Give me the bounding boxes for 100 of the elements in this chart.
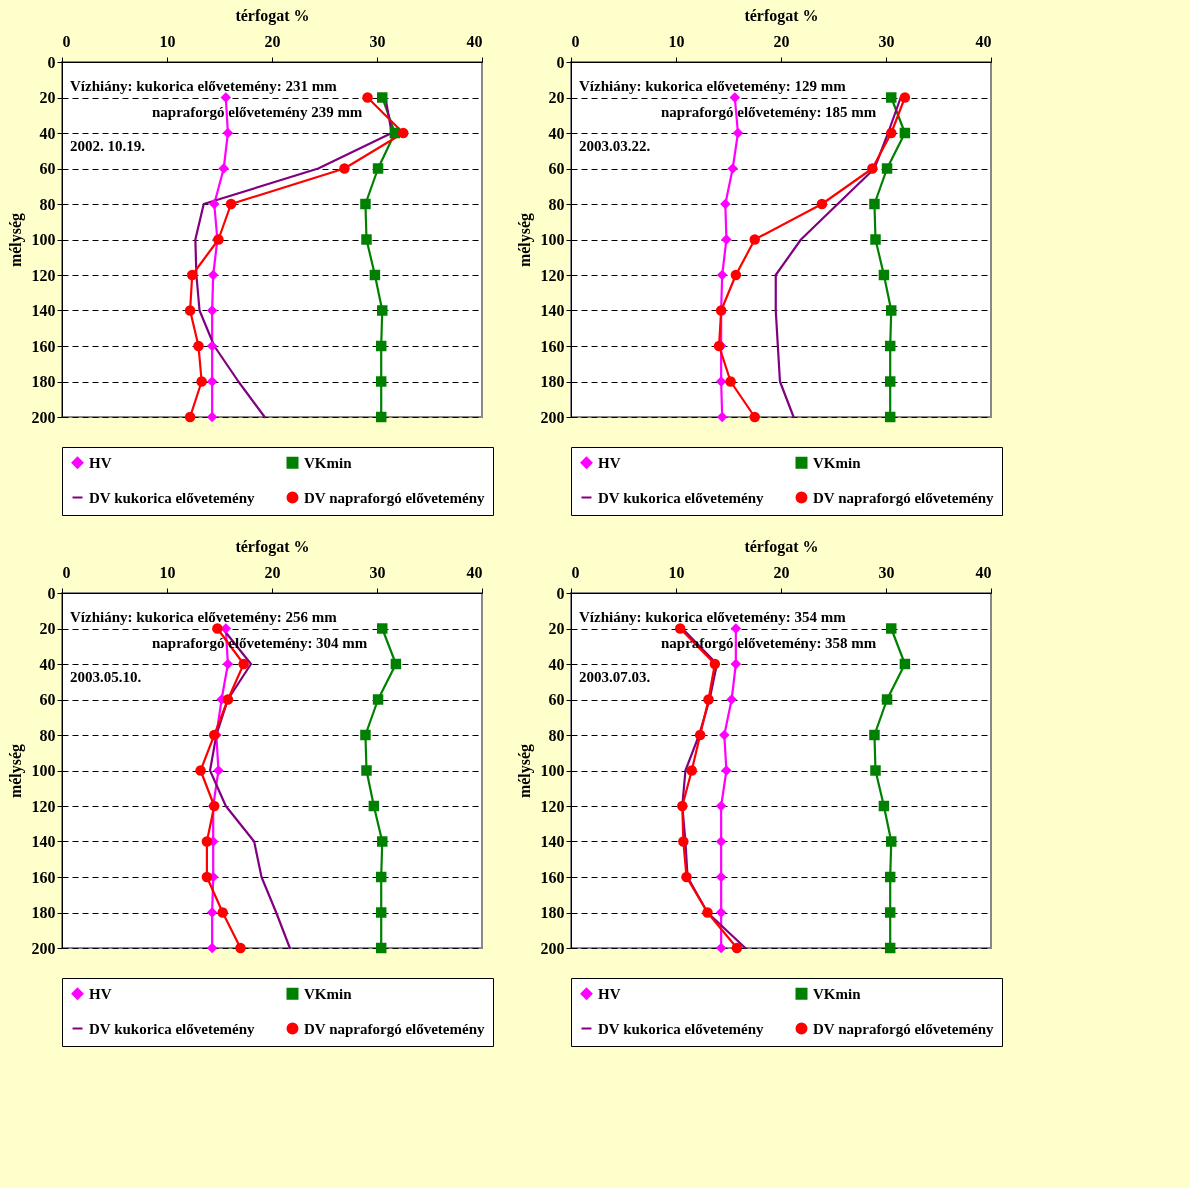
y-tick-label: 80: [548, 195, 565, 213]
annotation: napraforgó elővetemény: 185 mm: [661, 104, 877, 120]
point: [749, 234, 760, 245]
annotation: 2003.07.03.: [579, 669, 651, 685]
point: [377, 836, 388, 847]
y-tick-label: 100: [31, 231, 56, 248]
x-tick-label: 10: [159, 563, 176, 581]
point: [195, 765, 206, 776]
point: [878, 800, 890, 812]
point: [677, 800, 688, 812]
point: [720, 198, 731, 210]
point: [725, 376, 736, 387]
point: [222, 694, 234, 705]
point: [390, 658, 402, 670]
x-tick-label: 0: [62, 563, 71, 581]
y-tick-label: 140: [31, 833, 56, 850]
y-tick-label: 200: [540, 408, 565, 426]
annotation: 2003.03.22.: [579, 138, 651, 154]
point: [694, 729, 706, 741]
point: [721, 765, 732, 776]
y-tick-label: 60: [39, 691, 56, 708]
point: [886, 836, 897, 847]
y-tick-label: 60: [39, 160, 56, 177]
x-tick-label: 20: [773, 563, 790, 581]
point: [235, 942, 246, 954]
legend-label: DV napraforgó elővetemény: [304, 489, 486, 506]
point: [222, 127, 234, 139]
point: [884, 871, 896, 883]
point: [721, 234, 732, 245]
point: [360, 198, 371, 210]
y-tick-label: 60: [548, 160, 565, 177]
y-tick-label: 200: [31, 408, 56, 426]
point: [375, 340, 387, 352]
y-tick-label: 180: [540, 373, 565, 390]
point: [884, 411, 896, 423]
point: [186, 269, 198, 281]
y-tick-label: 180: [31, 904, 56, 921]
legend-label: DV kukorica elővetemény: [89, 489, 256, 506]
y-tick-label: 140: [540, 302, 565, 319]
x-tick-label: 20: [773, 32, 790, 50]
x-tick-label: 20: [264, 32, 281, 50]
point: [372, 163, 384, 174]
point: [375, 942, 387, 954]
y-tick-label: 80: [39, 195, 56, 213]
legend-label: DV napraforgó elővetemény: [813, 1020, 995, 1037]
annotation: 2003.05.10.: [70, 669, 142, 685]
y-tick-label: 100: [540, 231, 565, 248]
y-tick-label: 20: [548, 89, 565, 106]
point: [360, 729, 371, 741]
point: [884, 942, 896, 954]
annotation: Vízhiány: kukorica elővetemény: 231 mm: [70, 78, 338, 94]
point: [681, 871, 692, 883]
point: [878, 269, 890, 281]
x-tick-label: 30: [878, 32, 895, 50]
y-tick-label: 60: [548, 691, 565, 708]
point: [361, 765, 372, 776]
y-tick-label: 100: [540, 762, 565, 779]
legend-label: DV napraforgó elővetemény: [813, 489, 995, 506]
point: [375, 907, 387, 918]
legend-label: DV kukorica elővetemény: [598, 489, 765, 506]
point: [886, 127, 897, 139]
legend-label: VKmin: [813, 454, 862, 471]
legend-label: VKmin: [304, 985, 353, 1002]
point: [193, 340, 204, 352]
y-tick-label: 140: [31, 302, 56, 319]
point: [709, 658, 721, 670]
y-tick-label: 40: [548, 124, 565, 142]
y-tick-label: 0: [47, 584, 56, 602]
point: [206, 340, 218, 352]
y-tick-label: 120: [540, 797, 565, 815]
legend-label: DV kukorica elővetemény: [598, 1020, 765, 1037]
point: [372, 694, 384, 705]
point: [213, 765, 224, 776]
y-tick-label: 0: [47, 53, 56, 71]
point: [731, 942, 743, 954]
legend-label: DV kukorica elővetemény: [89, 1020, 256, 1037]
point: [375, 411, 387, 423]
x-tick-label: 30: [878, 563, 895, 581]
point: [715, 800, 727, 812]
point: [238, 658, 249, 670]
x-tick-label: 30: [369, 32, 386, 50]
y-tick-label: 180: [540, 904, 565, 921]
point: [703, 694, 714, 705]
x-axis-title: térfogat %: [235, 6, 310, 25]
point: [899, 127, 911, 139]
y-tick-label: 80: [548, 726, 565, 744]
point: [361, 234, 372, 245]
point: [206, 411, 218, 423]
x-axis-title: térfogat %: [744, 537, 819, 556]
y-tick-label: 180: [31, 373, 56, 390]
y-tick-label: 200: [540, 939, 565, 957]
point: [339, 163, 350, 174]
point: [870, 765, 881, 776]
point: [368, 800, 380, 812]
point: [362, 92, 373, 103]
point: [184, 305, 196, 316]
point: [716, 269, 728, 281]
point: [209, 198, 220, 210]
point: [886, 92, 897, 103]
annotation: Vízhiány: kukorica elővetemény: 129 mm: [579, 78, 847, 94]
